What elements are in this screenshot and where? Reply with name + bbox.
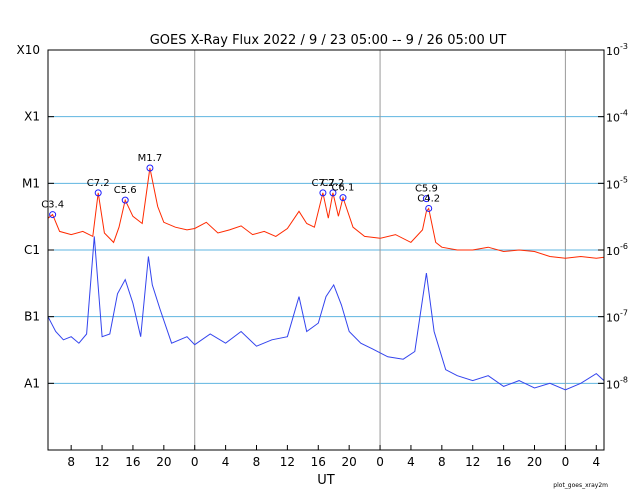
flare-marker (339, 194, 347, 202)
x-tick-label: 16 (311, 455, 326, 469)
y-axis-label-left: M1 (22, 176, 40, 190)
x-tick-label: 0 (376, 455, 384, 469)
flare-label: C7.2 (87, 178, 110, 189)
y-axis-label-left: C1 (24, 243, 40, 257)
axis-layer: 8 12 16 20 0 4 8 12 16 20 0 4 8 12 16 20 0 4 X10 X1 M1 C1 B1 A1… (17, 42, 628, 469)
flare-marker (146, 164, 154, 172)
y-axis-label-right: 10-4 (606, 109, 628, 125)
x-tick-label: 0 (191, 455, 199, 469)
flare-label: M1.7 (138, 153, 163, 164)
x-tick-label: 12 (465, 455, 480, 469)
y-axis-label-right: 10-6 (606, 242, 628, 258)
y-axis-label-left: X1 (24, 110, 40, 124)
series-line-1 (47, 236, 605, 391)
x-tick-label: 8 (253, 455, 261, 469)
flare-layer: C3.4C7.2C5.6M1.7C7.2C7.2C6.1 C5.9C4.2 (41, 153, 440, 219)
flare-label: C4.2 (417, 193, 440, 204)
y-axis-label-right: 10-8 (606, 375, 628, 391)
y-axis-label-left: A1 (24, 376, 40, 390)
flare-label: C7.2 (311, 178, 334, 189)
x-tick-label: 20 (156, 455, 171, 469)
x-axis-label: UT (317, 473, 335, 488)
x-tick-label: 12 (280, 455, 295, 469)
x-tick-label: 12 (94, 455, 109, 469)
y-axis-label-right: 10-5 (606, 175, 628, 191)
flare-marker (94, 189, 102, 197)
y-axis-label-left: X10 (17, 43, 41, 57)
flare-marker (422, 195, 430, 203)
x-tick-label: 16 (125, 455, 140, 469)
flare-marker (49, 211, 57, 219)
x-tick-label: 0 (562, 455, 570, 469)
flare-label: C5.9 (415, 184, 438, 195)
flare-marker (121, 196, 129, 204)
flare-marker (319, 189, 327, 197)
flare-marker (329, 189, 337, 197)
grid-layer (48, 50, 604, 450)
x-tick-label: 4 (222, 455, 230, 469)
y-axis-label-right: 10-3 (606, 42, 628, 58)
y-axis-label-left: B1 (24, 310, 40, 324)
footer-note: plot_goes_xray2m (553, 482, 608, 489)
x-tick-label: 4 (592, 455, 600, 469)
flare-label: C5.6 (114, 185, 137, 196)
x-tick-label: 4 (407, 455, 415, 469)
series-layer (47, 167, 605, 391)
x-tick-label: 20 (342, 455, 357, 469)
flare-label: C3.4 (41, 200, 64, 211)
x-tick-label: 8 (67, 455, 75, 469)
y-axis-label-right: 10-7 (606, 309, 628, 325)
flare-label: C6.1 (332, 183, 355, 194)
flare-marker (425, 204, 433, 212)
x-tick-label: 16 (496, 455, 511, 469)
chart-title: GOES X-Ray Flux 2022 / 9 / 23 05:00 -- 9… (150, 33, 507, 48)
x-tick-label: 8 (438, 455, 446, 469)
series-line-0 (47, 167, 605, 259)
x-tick-label: 20 (527, 455, 542, 469)
flare-label: C7.2 (322, 178, 345, 189)
